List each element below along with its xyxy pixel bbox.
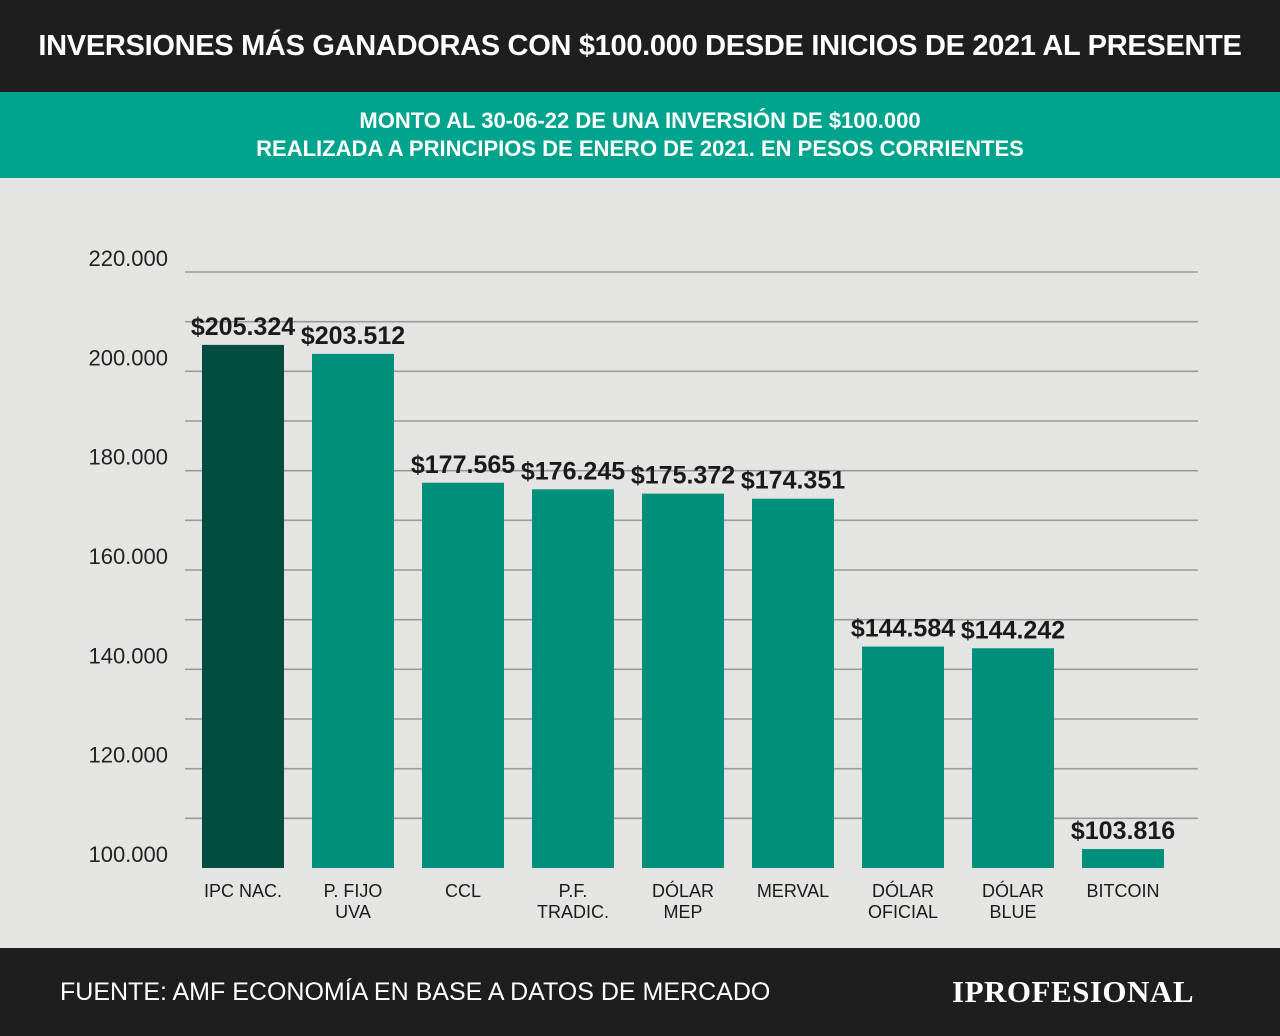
category-label: OFICIAL bbox=[868, 902, 938, 922]
subtitle-line-1: MONTO AL 30-06-22 DE UNA INVERSIÓN DE $1… bbox=[359, 108, 921, 133]
source-note: FUENTE: AMF ECONOMÍA EN BASE A DATOS DE … bbox=[60, 978, 771, 1006]
value-label: $203.512 bbox=[301, 322, 405, 350]
category-label: MEP bbox=[663, 902, 702, 922]
bar bbox=[752, 498, 834, 868]
value-label: $175.372 bbox=[631, 462, 735, 490]
y-tick-label: 100.000 bbox=[88, 842, 168, 867]
category-label: TRADIC. bbox=[537, 902, 609, 922]
bar bbox=[862, 646, 944, 868]
value-label: $177.565 bbox=[411, 451, 515, 479]
value-label: $103.816 bbox=[1071, 817, 1175, 845]
value-label: $174.351 bbox=[741, 467, 845, 495]
footer-bar: FUENTE: AMF ECONOMÍA EN BASE A DATOS DE … bbox=[0, 948, 1280, 1036]
y-tick-label: 160.000 bbox=[88, 544, 168, 569]
y-tick-label: 220.000 bbox=[88, 246, 168, 271]
bar bbox=[532, 489, 614, 868]
category-label: MERVAL bbox=[757, 881, 829, 901]
category-label: DÓLAR bbox=[982, 880, 1044, 901]
bar bbox=[202, 344, 284, 868]
bar bbox=[422, 482, 504, 868]
category-label: BITCOIN bbox=[1086, 881, 1159, 901]
category-label: P.F. bbox=[559, 881, 588, 901]
value-label: $176.245 bbox=[521, 457, 625, 485]
value-label: $144.242 bbox=[961, 616, 1065, 644]
bar bbox=[1082, 849, 1164, 868]
category-label: P. FIJO bbox=[324, 881, 383, 901]
bar bbox=[642, 493, 724, 868]
value-label: $205.324 bbox=[191, 313, 295, 341]
y-tick-label: 120.000 bbox=[88, 743, 168, 768]
chart-title: INVERSIONES MÁS GANADORAS CON $100.000 D… bbox=[38, 29, 1242, 62]
bar-chart: 100.000 120.000 140.000 160.000 180.000 200.0… bbox=[88, 246, 1198, 922]
value-label: $144.584 bbox=[851, 615, 955, 643]
brand-logo: IPROFESIONAL bbox=[952, 974, 1194, 1009]
subtitle-line-2: REALIZADA A PRINCIPIOS DE ENERO DE 2021.… bbox=[256, 136, 1024, 161]
y-tick-label: 180.000 bbox=[88, 445, 168, 470]
category-label: BLUE bbox=[989, 902, 1036, 922]
category-label: DÓLAR bbox=[652, 880, 714, 901]
category-label: DÓLAR bbox=[872, 880, 934, 901]
bar bbox=[312, 353, 394, 868]
category-label: UVA bbox=[335, 902, 371, 922]
category-label: CCL bbox=[445, 881, 481, 901]
bar bbox=[972, 648, 1054, 868]
subtitle-band: MONTO AL 30-06-22 DE UNA INVERSIÓN DE $1… bbox=[0, 92, 1280, 178]
y-tick-label: 200.000 bbox=[88, 345, 168, 370]
header-bar: INVERSIONES MÁS GANADORAS CON $100.000 D… bbox=[0, 0, 1280, 92]
y-tick-label: 140.000 bbox=[88, 643, 168, 668]
category-label: IPC NAC. bbox=[204, 881, 282, 901]
